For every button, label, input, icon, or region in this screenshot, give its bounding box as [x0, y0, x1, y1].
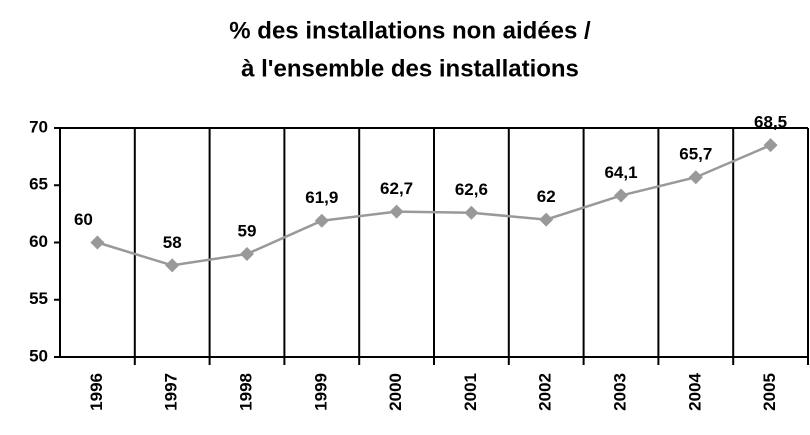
- value-label: 62: [537, 187, 556, 206]
- data-line: [97, 144, 772, 267]
- marker: [688, 170, 703, 185]
- y-tick-label: 55: [29, 289, 48, 308]
- marker: [165, 258, 180, 273]
- value-label: 62,7: [380, 179, 413, 198]
- value-label: 68,5: [754, 113, 787, 132]
- marker: [539, 212, 554, 227]
- x-tick-label: 1996: [87, 373, 106, 411]
- value-label: 64,1: [604, 163, 637, 182]
- value-label: 58: [163, 233, 182, 252]
- value-label: 59: [238, 221, 257, 240]
- x-tick-label: 2003: [610, 373, 629, 411]
- value-label: 65,7: [679, 145, 712, 164]
- value-label: 61,9: [305, 188, 338, 207]
- chart-title: à l'ensemble des installations: [241, 55, 579, 82]
- marker: [90, 235, 105, 250]
- marker: [763, 138, 778, 153]
- value-label: 60: [74, 210, 93, 229]
- value-label: 62,6: [455, 180, 488, 199]
- marker: [389, 204, 404, 219]
- x-tick-label: 1997: [162, 373, 181, 411]
- marker: [464, 205, 479, 220]
- x-tick-label: 2005: [760, 373, 779, 411]
- x-tick-label: 2004: [685, 372, 704, 410]
- x-tick-label: 1999: [311, 373, 330, 411]
- x-tick-label: 2002: [536, 373, 555, 411]
- chart-title: % des installations non aidées /: [229, 17, 591, 44]
- x-tick-label: 1998: [236, 373, 255, 411]
- y-tick-label: 50: [29, 346, 48, 365]
- y-tick-label: 65: [29, 175, 48, 194]
- y-tick-label: 60: [29, 232, 48, 251]
- marker: [314, 213, 329, 228]
- marker: [614, 188, 628, 203]
- x-tick-label: 2000: [386, 373, 405, 411]
- y-tick-label: 70: [29, 117, 48, 136]
- marker: [240, 246, 254, 261]
- x-tick-label: 2001: [461, 373, 480, 411]
